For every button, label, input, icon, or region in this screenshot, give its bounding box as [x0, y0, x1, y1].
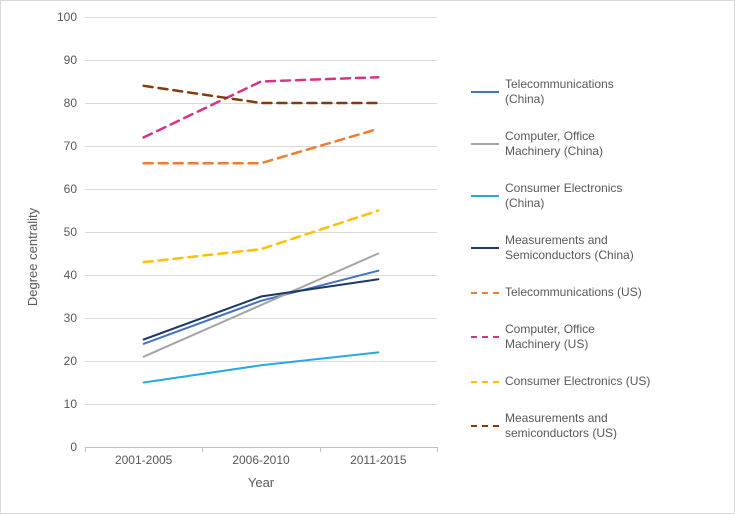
legend-swatch	[471, 195, 499, 197]
legend-label: Consumer Electronics (China)	[505, 181, 651, 211]
y-tick-label: 30	[1, 311, 77, 325]
x-tick-label: 2001-2005	[115, 453, 172, 467]
y-tick-label: 0	[1, 440, 77, 454]
legend-swatch	[471, 381, 499, 383]
legend-swatch	[471, 247, 499, 249]
legend-item: Measurements and semiconductors (US)	[471, 411, 651, 441]
x-tick-label: 2011-2015	[350, 453, 407, 467]
series-line	[144, 86, 379, 103]
series-layer	[85, 17, 437, 447]
y-tick-label: 40	[1, 268, 77, 282]
legend-item: Consumer Electronics (US)	[471, 374, 651, 389]
legend-label: Computer, Office Machinery (China)	[505, 129, 651, 159]
series-line	[144, 129, 379, 163]
legend-item: Measurements and Semiconductors (China)	[471, 233, 651, 263]
y-tick-label: 80	[1, 96, 77, 110]
legend-label: Measurements and Semiconductors (China)	[505, 233, 651, 263]
legend-label: Consumer Electronics (US)	[505, 374, 650, 389]
legend-item: Computer, Office Machinery (China)	[471, 129, 651, 159]
legend-item: Consumer Electronics (China)	[471, 181, 651, 211]
y-tick-label: 90	[1, 53, 77, 67]
y-tick-label: 60	[1, 182, 77, 196]
y-tick-label: 10	[1, 397, 77, 411]
y-tick-label: 50	[1, 225, 77, 239]
line-chart: Degree centrality 0102030405060708090100…	[0, 0, 735, 514]
series-line	[144, 271, 379, 344]
legend-swatch	[471, 336, 499, 338]
y-tick-label: 20	[1, 354, 77, 368]
legend-swatch	[471, 425, 499, 427]
x-axis-ticks: 2001-2005 2006-2010 2011-2015	[85, 447, 437, 471]
legend-label: Computer, Office Machinery (US)	[505, 322, 651, 352]
legend-label: Telecommunications (China)	[505, 77, 651, 107]
x-axis-title: Year	[248, 475, 274, 490]
series-line	[144, 254, 379, 357]
legend-label: Telecommunications (US)	[505, 285, 642, 300]
y-tick-label: 100	[1, 10, 77, 24]
plot-area	[85, 17, 437, 447]
legend-item: Telecommunications (US)	[471, 285, 651, 300]
y-tick-label: 70	[1, 139, 77, 153]
series-line	[144, 77, 379, 137]
series-line	[144, 211, 379, 263]
legend-item: Telecommunications (China)	[471, 77, 651, 107]
series-line	[144, 352, 379, 382]
x-tick-label: 2006-2010	[232, 453, 289, 467]
legend-label: Measurements and semiconductors (US)	[505, 411, 651, 441]
legend-swatch	[471, 292, 499, 294]
legend-swatch	[471, 91, 499, 93]
legend-swatch	[471, 143, 499, 145]
y-axis-ticks: 0 10 20 30 40 50 60 70 80 90 100	[1, 1, 85, 513]
legend: Telecommunications (China) Computer, Offi…	[471, 77, 651, 463]
legend-item: Computer, Office Machinery (US)	[471, 322, 651, 352]
x-tick-mark	[437, 447, 438, 452]
